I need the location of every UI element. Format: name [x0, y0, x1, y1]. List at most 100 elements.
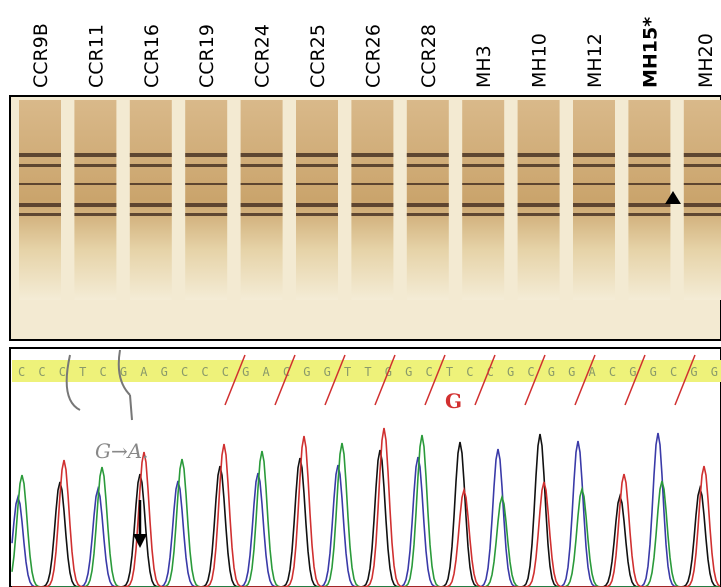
lane: [129, 100, 172, 300]
lane-label: CCR11: [85, 24, 107, 88]
band: [573, 203, 615, 207]
band: [296, 203, 338, 207]
band: [462, 203, 505, 207]
band: [129, 203, 172, 207]
band: [462, 213, 505, 216]
band: [683, 203, 721, 207]
lane: [296, 100, 338, 300]
red-mark: [224, 354, 246, 406]
band: [185, 164, 228, 167]
band: [573, 153, 615, 157]
band: [351, 213, 394, 216]
arrow-head: [133, 534, 147, 548]
red-mark: [324, 354, 346, 406]
band: [129, 153, 172, 157]
band: [573, 213, 615, 216]
band: [74, 213, 117, 216]
band: [74, 153, 117, 157]
lane-label: MH20: [695, 33, 717, 88]
lane-label: CCR24: [252, 24, 274, 88]
lane: [462, 100, 505, 300]
lane: [185, 100, 228, 300]
band: [19, 153, 61, 157]
lane-label: CCR25: [307, 24, 329, 88]
sequence: CCCTCGAGCCCGACGGTTGGCTCCGCGGACGGCGG: [18, 365, 718, 379]
band: [240, 213, 283, 216]
lane: [74, 100, 117, 300]
handwriting-strokes: [65, 349, 133, 421]
band: [19, 213, 61, 216]
lane: [351, 100, 394, 300]
band: [129, 183, 172, 185]
lane-label: CCR28: [418, 24, 440, 88]
lane-label: MH12: [584, 33, 606, 88]
band: [185, 203, 228, 207]
band: [74, 183, 117, 185]
band: [74, 203, 117, 207]
band: [240, 203, 283, 207]
band: [628, 183, 671, 185]
lane-label: MH15*: [639, 17, 661, 88]
red-mark: [624, 354, 646, 406]
band: [240, 153, 283, 157]
band: [462, 153, 505, 157]
red-mark: [674, 354, 696, 406]
band: [628, 213, 671, 216]
band: [628, 203, 671, 207]
lane-label: MH3: [473, 45, 495, 88]
lane-label: CCR16: [141, 24, 163, 88]
band: [129, 213, 172, 216]
red-mark: [474, 354, 496, 406]
band: [296, 164, 338, 167]
lane: [628, 100, 671, 300]
annotation: G→A.: [95, 439, 149, 463]
band: [129, 164, 172, 167]
band: [406, 203, 449, 207]
band: [19, 203, 61, 207]
band: [351, 183, 394, 185]
band: [351, 153, 394, 157]
band: [683, 153, 721, 157]
band: [628, 153, 671, 157]
lane: [406, 100, 449, 300]
red-mark: [524, 354, 546, 406]
band: [19, 164, 61, 167]
band: [628, 164, 671, 167]
lane-label: MH10: [529, 33, 551, 88]
band: [683, 213, 721, 216]
band: [406, 183, 449, 185]
band: [683, 183, 721, 185]
band: [406, 153, 449, 157]
lane: [683, 100, 721, 300]
lane-label: CCR9B: [30, 23, 52, 88]
red-mark: [374, 354, 396, 406]
band: [573, 183, 615, 185]
band: [517, 213, 560, 216]
band: [296, 183, 338, 185]
lane: [19, 100, 61, 300]
lane-label: CCR19: [196, 24, 218, 88]
lane-label: CCR26: [362, 24, 384, 88]
band: [406, 164, 449, 167]
red-mark: [424, 354, 446, 406]
band: [462, 164, 505, 167]
band: [74, 164, 117, 167]
band: [240, 183, 283, 185]
chromatogram-panel: [9, 347, 721, 587]
corrected-base: G: [445, 389, 462, 413]
band: [296, 153, 338, 157]
band: [462, 183, 505, 185]
band: [185, 153, 228, 157]
lane: [240, 100, 283, 300]
red-mark: [274, 354, 296, 406]
red-mark: [574, 354, 596, 406]
band: [351, 203, 394, 207]
band: [517, 164, 560, 167]
band: [185, 213, 228, 216]
band: [351, 164, 394, 167]
band: [406, 213, 449, 216]
band: [19, 183, 61, 185]
band: [240, 164, 283, 167]
band: [517, 183, 560, 185]
